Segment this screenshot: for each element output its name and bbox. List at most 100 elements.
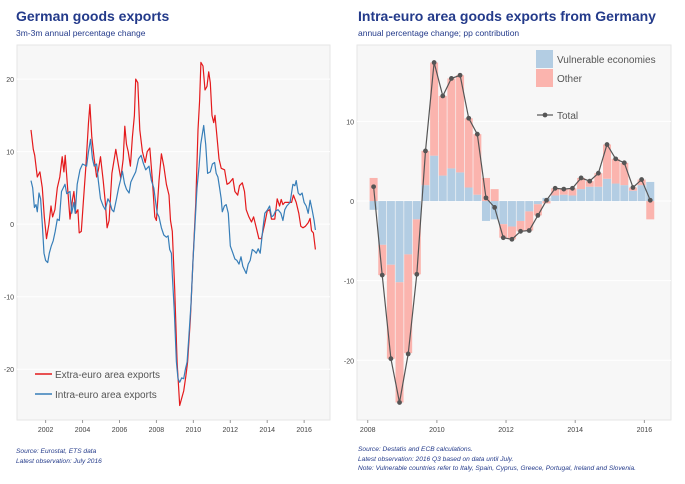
legend-label: Other (557, 74, 583, 85)
total-point (457, 72, 463, 78)
total-point (561, 186, 567, 192)
bar-vulnerable (473, 194, 482, 202)
x-tick-label: 2008 (149, 427, 165, 434)
bar-other (378, 244, 387, 276)
bar-other (585, 181, 594, 187)
total-point (578, 175, 584, 181)
total-point (500, 235, 506, 241)
right-footer: Source: Destatis and ECB calculations. L… (358, 445, 636, 474)
x-tick-label: 2008 (360, 427, 376, 434)
right-footer-note: Note: Vulnerable countries refer to Ital… (358, 465, 636, 472)
right-chart-title: Intra-euro area goods exports from Germa… (358, 8, 656, 24)
bar-other (464, 118, 473, 188)
y-tick-label: 20 (6, 77, 14, 84)
bar-vulnerable (412, 201, 421, 220)
total-point (647, 197, 653, 203)
bar-vulnerable (369, 201, 378, 210)
total-point (431, 60, 437, 65)
y-tick-label: -10 (344, 279, 354, 286)
bar-other (637, 179, 646, 186)
bar-other (568, 188, 577, 196)
bar-vulnerable (395, 201, 404, 283)
left-footer-source: Source: Eurostat, ETS data (16, 448, 97, 455)
bar-other (438, 95, 447, 176)
y-tick-label: 0 (10, 222, 14, 229)
total-point (388, 356, 394, 362)
bar-other (507, 226, 516, 240)
bar-vulnerable (594, 186, 603, 202)
bar-vulnerable (507, 201, 516, 227)
y-tick-label: -10 (4, 295, 14, 302)
total-point (587, 178, 593, 184)
total-point (509, 236, 515, 242)
bar-vulnerable (603, 178, 612, 202)
bar-vulnerable (646, 181, 655, 202)
y-tick-label: 10 (346, 119, 354, 126)
total-point (397, 400, 402, 405)
legend-label: Extra-euro area exports (55, 370, 160, 381)
bar-other (525, 211, 534, 231)
right-footer-source: Source: Destatis and ECB calculations. (358, 446, 473, 453)
bar-other (430, 62, 439, 156)
x-tick-label: 2014 (567, 427, 583, 434)
bar-vulnerable (577, 189, 586, 202)
bar-vulnerable (533, 201, 542, 205)
total-point (630, 185, 636, 190)
legend-total-point (542, 112, 548, 118)
bar-vulnerable (516, 201, 525, 221)
left-footer: Source: Eurostat, ETS data Latest observ… (16, 447, 102, 466)
total-point (466, 115, 472, 121)
bar-other (611, 158, 620, 184)
bar-other (551, 188, 560, 196)
total-point (570, 185, 575, 191)
bar-vulnerable (568, 195, 577, 202)
bar-other (421, 150, 430, 186)
bar-vulnerable (611, 183, 620, 202)
bar-vulnerable (620, 185, 629, 202)
bar-vulnerable (499, 201, 508, 225)
bar-vulnerable (378, 201, 387, 245)
bar-vulnerable (421, 185, 430, 202)
bar-vulnerable (490, 201, 499, 220)
total-point (595, 170, 601, 176)
total-point (483, 195, 489, 201)
plot-panel (16, 44, 331, 421)
bar-vulnerable (559, 194, 568, 202)
bar-other (386, 264, 395, 359)
total-point (440, 93, 446, 99)
legend-label: Intra-euro area exports (55, 390, 157, 401)
bar-vulnerable (430, 155, 439, 202)
total-point (604, 142, 610, 147)
bar-other (577, 177, 586, 190)
x-tick-label: 2016 (296, 427, 312, 434)
total-point (621, 160, 627, 166)
bar-other (481, 177, 490, 202)
total-point (371, 184, 376, 190)
total-point (414, 271, 420, 277)
bar-vulnerable (464, 187, 473, 202)
bar-other (456, 75, 465, 173)
legend-label: Total (557, 111, 578, 122)
x-tick-label: 2006 (112, 427, 128, 434)
total-point (526, 228, 532, 233)
total-point (544, 197, 549, 203)
x-tick-label: 2010 (429, 427, 445, 434)
bar-other (499, 224, 508, 238)
x-tick-label: 2016 (637, 427, 653, 434)
x-tick-label: 2004 (75, 427, 91, 434)
total-point (613, 156, 619, 162)
bar-vulnerable (637, 185, 646, 202)
bar-vulnerable (551, 195, 560, 202)
y-tick-label: 10 (6, 150, 14, 157)
x-tick-label: 2012 (222, 427, 238, 434)
bar-other (516, 220, 525, 232)
bar-other (447, 78, 456, 169)
total-point (552, 185, 558, 191)
total-point (518, 228, 523, 234)
total-point (535, 212, 541, 218)
total-point (405, 351, 411, 357)
bar-other (473, 134, 482, 195)
right-footer-latest: Latest observation: 2016 Q3 based on dat… (358, 455, 514, 463)
total-point (639, 177, 645, 182)
